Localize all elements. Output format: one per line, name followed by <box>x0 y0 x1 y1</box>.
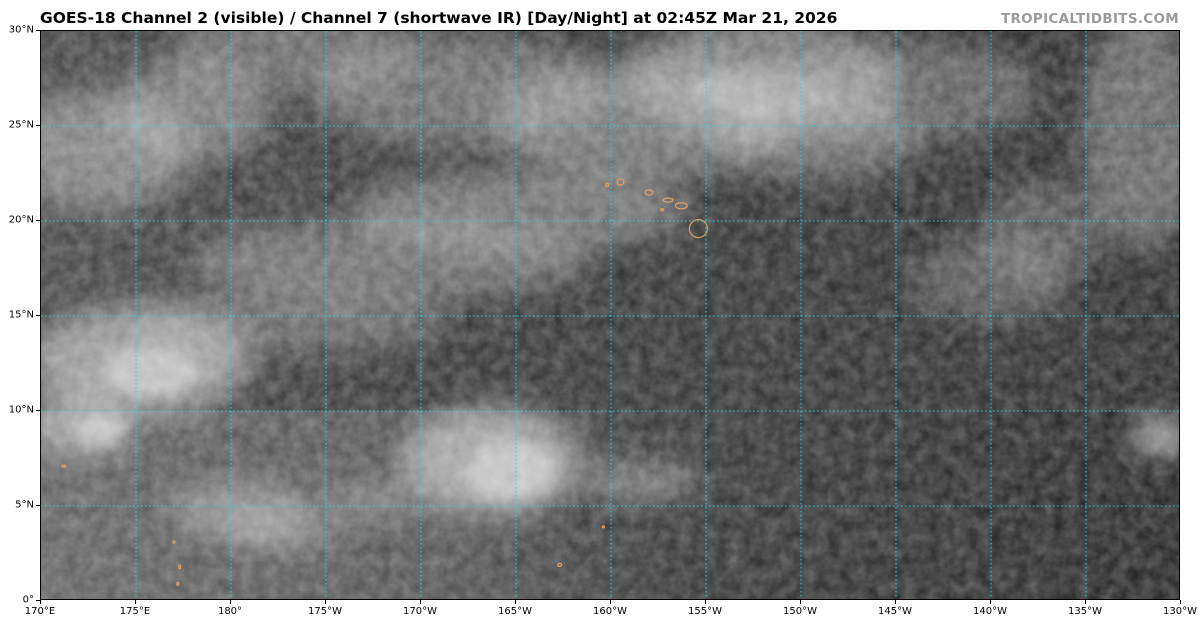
island-coastline <box>172 540 176 544</box>
x-tick <box>1180 600 1181 604</box>
x-tick <box>895 600 896 604</box>
y-tick <box>36 410 40 411</box>
satellite-imagery <box>41 31 1179 599</box>
y-tick <box>36 315 40 316</box>
island-coastline <box>660 208 665 212</box>
x-tick <box>420 600 421 604</box>
y-tick <box>36 220 40 221</box>
x-tick <box>800 600 801 604</box>
x-tick <box>610 600 611 604</box>
island-coastline <box>688 219 709 239</box>
x-tick <box>40 600 41 604</box>
island-coastline <box>176 581 180 587</box>
x-tick <box>990 600 991 604</box>
satellite-map[interactable] <box>40 30 1180 600</box>
x-tick <box>230 600 231 604</box>
longitude-label: 180° <box>217 606 243 617</box>
x-tick <box>325 600 326 604</box>
latitude-label: 0° <box>22 594 34 606</box>
island-coastline <box>662 197 674 203</box>
latitude-label: 5°N <box>15 499 34 511</box>
island-coastline <box>644 189 654 196</box>
latitude-label: 20°N <box>8 214 34 226</box>
island-coastline <box>178 564 182 570</box>
y-tick <box>36 505 40 506</box>
longitude-label: 155°W <box>688 606 722 617</box>
longitude-label: 175°W <box>308 606 342 617</box>
y-tick <box>36 30 40 31</box>
latitude-label: 25°N <box>8 119 34 131</box>
island-coastline <box>605 182 610 187</box>
longitude-label: 135°W <box>1068 606 1102 617</box>
longitude-label: 170°E <box>24 606 56 617</box>
map-title: GOES-18 Channel 2 (visible) / Channel 7 … <box>40 9 838 27</box>
x-tick <box>515 600 516 604</box>
longitude-label: 145°W <box>878 606 912 617</box>
island-coastline <box>616 178 625 186</box>
y-tick <box>36 600 40 601</box>
x-tick <box>135 600 136 604</box>
site-watermark: TROPICALTIDBITS.COM <box>1000 11 1179 27</box>
island-coastline <box>61 464 67 468</box>
x-tick <box>1085 600 1086 604</box>
longitude-label: 150°W <box>783 606 817 617</box>
latitude-label: 30°N <box>8 24 34 36</box>
x-tick <box>705 600 706 604</box>
longitude-label: 175°E <box>119 606 151 617</box>
longitude-label: 170°W <box>403 606 437 617</box>
y-tick <box>36 125 40 126</box>
island-coastline <box>601 525 606 529</box>
island-coastline <box>674 202 688 210</box>
longitude-label: 160°W <box>593 606 627 617</box>
latitude-label: 15°N <box>8 309 34 321</box>
longitude-label: 140°W <box>973 606 1007 617</box>
longitude-label: 130°W <box>1163 606 1197 617</box>
longitude-label: 165°W <box>498 606 532 617</box>
island-coastline <box>557 562 563 568</box>
latitude-label: 10°N <box>8 404 34 416</box>
